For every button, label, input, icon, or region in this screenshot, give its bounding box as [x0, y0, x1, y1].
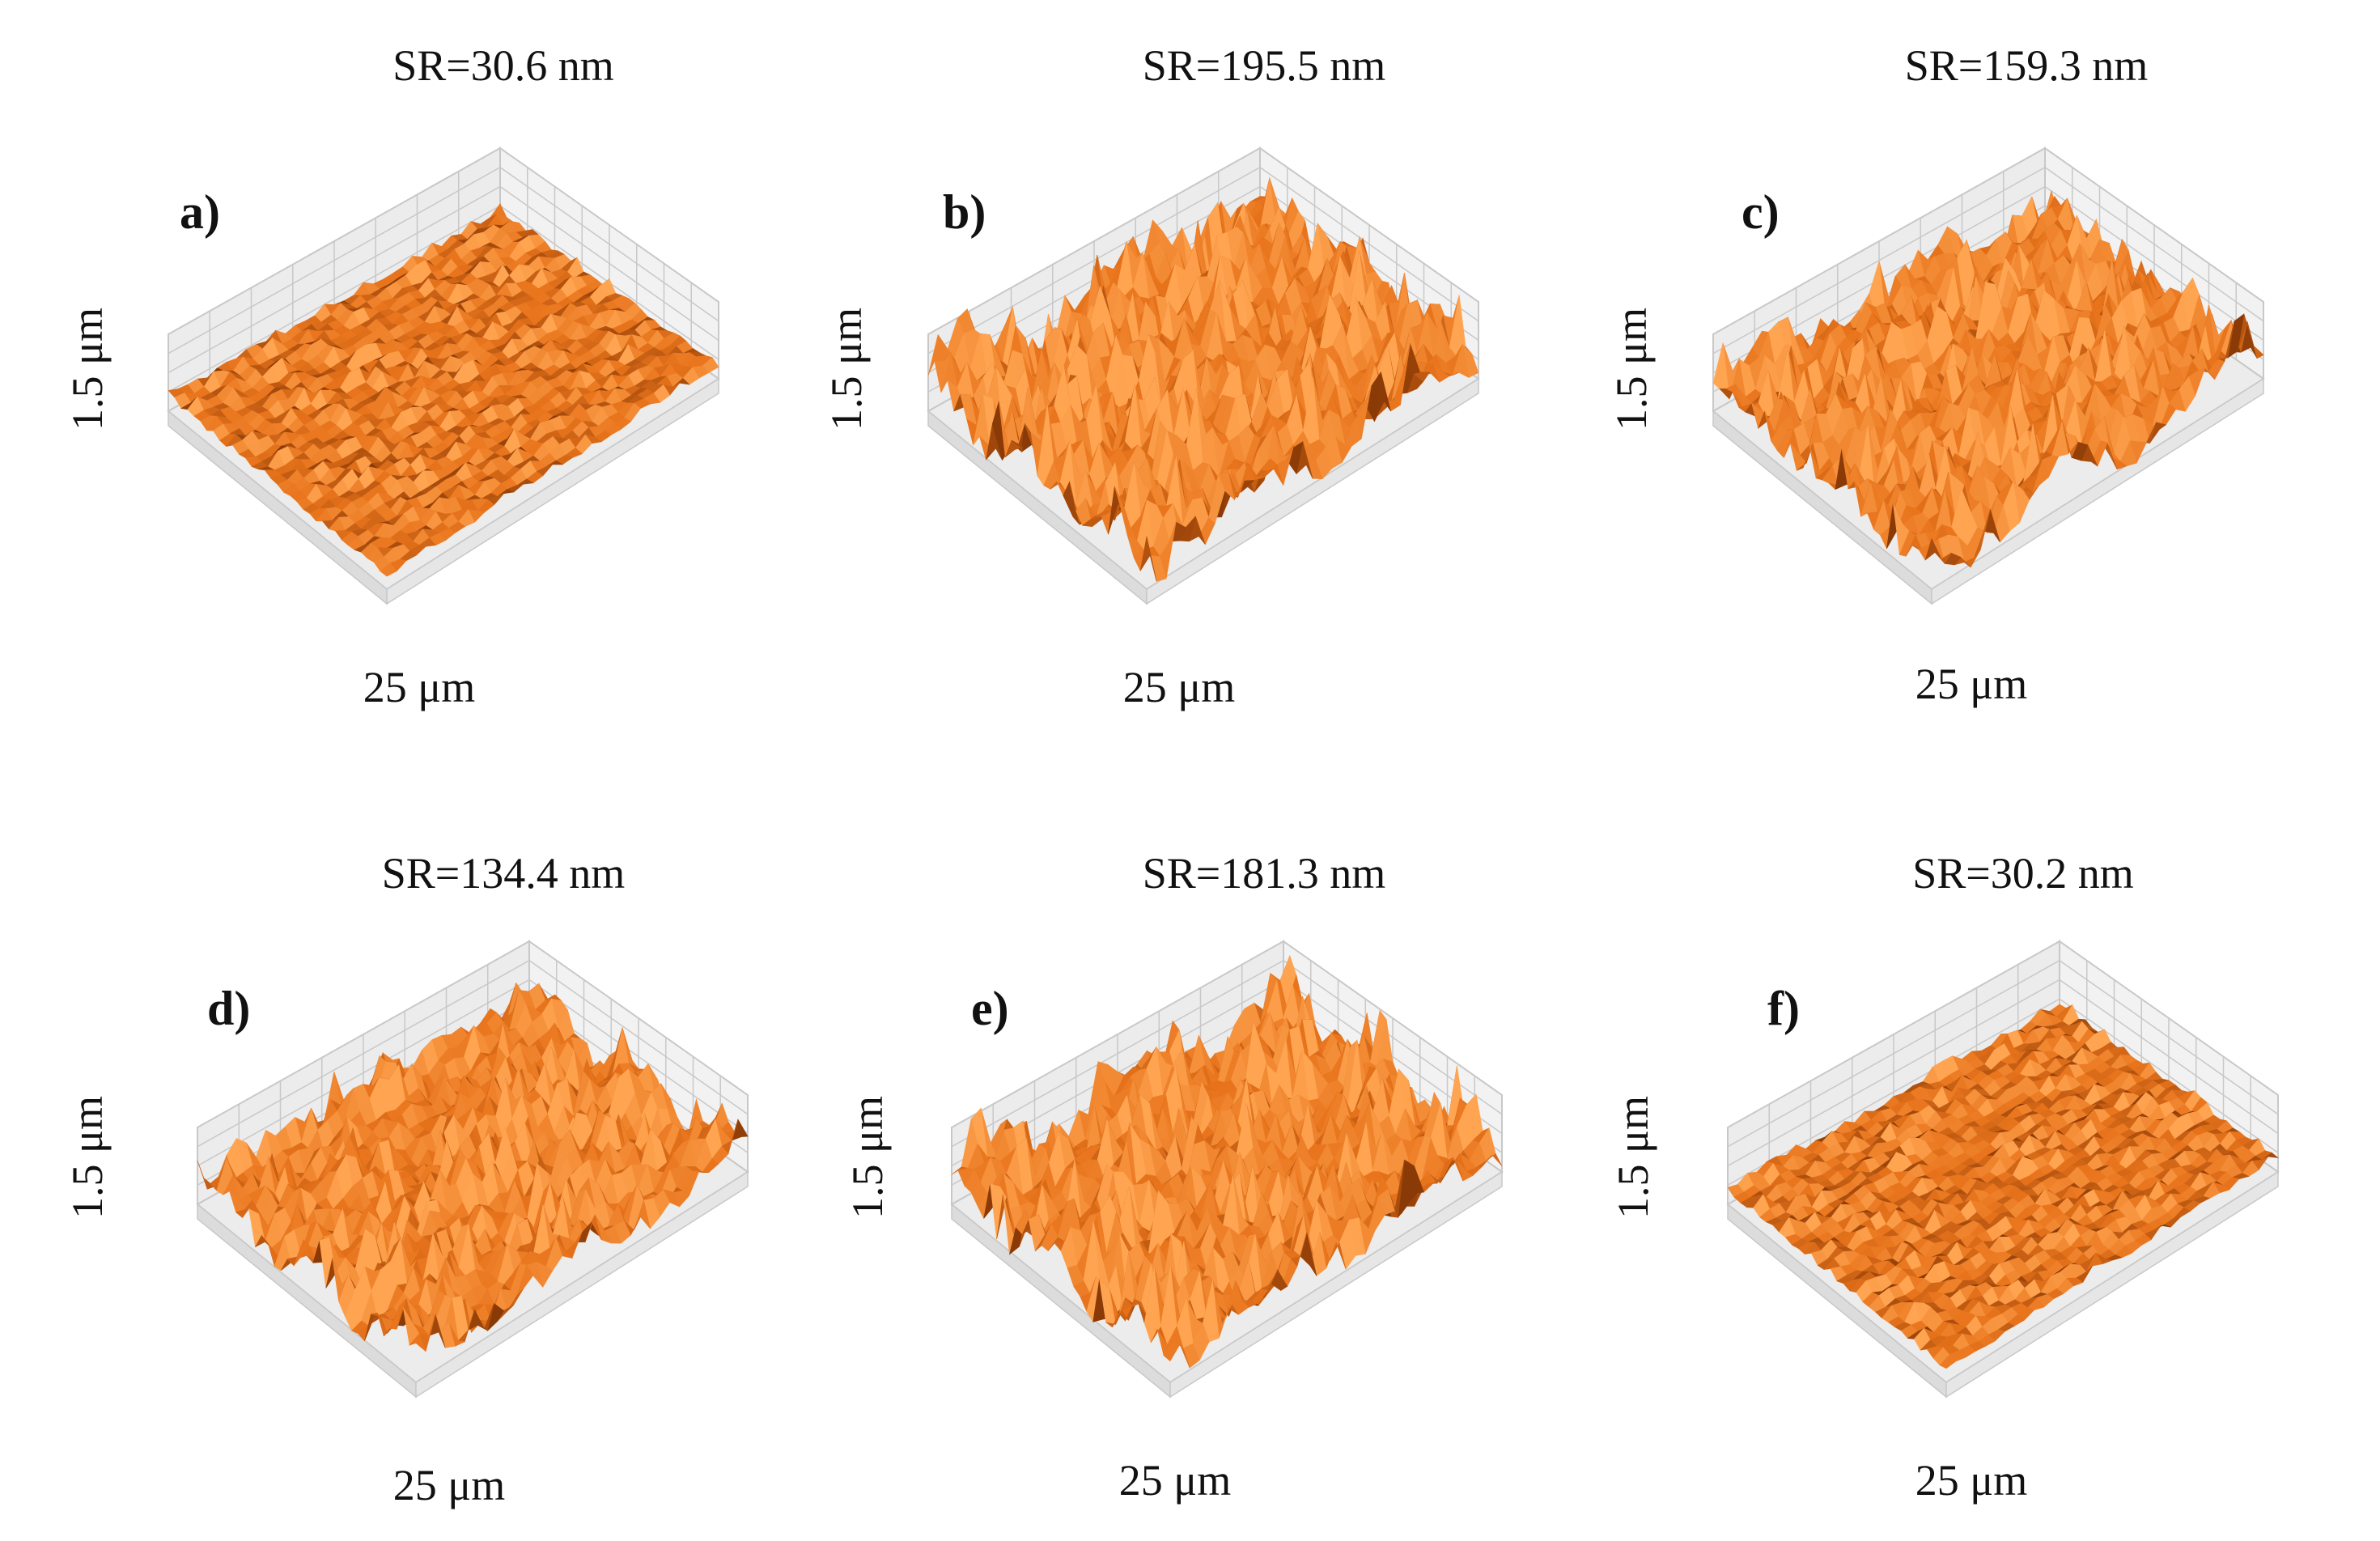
sr-label-a: SR=30.6 nm	[392, 41, 614, 90]
panel-letter-e: e)	[971, 982, 1009, 1035]
panel-letter-a: a)	[180, 185, 220, 239]
x-axis-label-d: 25 μm	[392, 1461, 506, 1509]
surface-plot-d	[196, 940, 749, 1399]
box-base-right	[415, 1170, 749, 1399]
x-axis-label-e: 25 μm	[1118, 1456, 1232, 1505]
sr-label-e: SR=181.3 nm	[1142, 849, 1386, 898]
x-axis-label-b: 25 μm	[1122, 663, 1236, 711]
surface-plot-a	[167, 146, 720, 605]
surface-plot-f	[1726, 940, 2280, 1399]
sr-label-b: SR=195.5 nm	[1142, 41, 1386, 90]
y-axis-label-a: 1.5 μm	[63, 308, 112, 431]
panel-letter-d: d)	[207, 982, 251, 1035]
box-base-right	[386, 377, 719, 605]
sr-label-c: SR=159.3 nm	[1904, 41, 2149, 90]
surface-mesh	[951, 954, 1503, 1369]
surface-mesh	[1712, 189, 2264, 568]
surface-mesh	[927, 176, 1479, 582]
y-axis-label-e: 1.5 μm	[843, 1096, 892, 1219]
surface-plot-e	[950, 940, 1504, 1399]
y-axis-label-f: 1.5 μm	[1609, 1096, 1657, 1219]
surface-mesh	[197, 982, 749, 1352]
x-axis-label-f: 25 μm	[1915, 1456, 2028, 1505]
panel-letter-f: f)	[1767, 982, 1800, 1035]
box-base-right	[1945, 1170, 2279, 1399]
surface-mesh	[168, 203, 719, 577]
surface-mesh	[1727, 1004, 2279, 1369]
y-axis-label-c: 1.5 μm	[1607, 308, 1656, 431]
x-axis-label-c: 25 μm	[1915, 660, 2028, 708]
y-axis-label-b: 1.5 μm	[822, 308, 871, 431]
sr-label-f: SR=30.2 nm	[1912, 849, 2134, 898]
panel-letter-c: c)	[1742, 185, 1780, 239]
x-axis-label-a: 25 μm	[363, 663, 476, 711]
box-base-right	[1146, 377, 1479, 605]
sr-label-d: SR=134.4 nm	[381, 849, 626, 898]
surface-plot-c	[1712, 146, 2265, 605]
surface-plot-b	[927, 146, 1480, 605]
box-gridlines	[1727, 960, 2279, 1186]
box-base-right	[1169, 1170, 1503, 1399]
y-axis-label-d: 1.5 μm	[63, 1096, 112, 1219]
panel-letter-b: b)	[943, 185, 986, 239]
box-base-right	[1931, 377, 2264, 605]
